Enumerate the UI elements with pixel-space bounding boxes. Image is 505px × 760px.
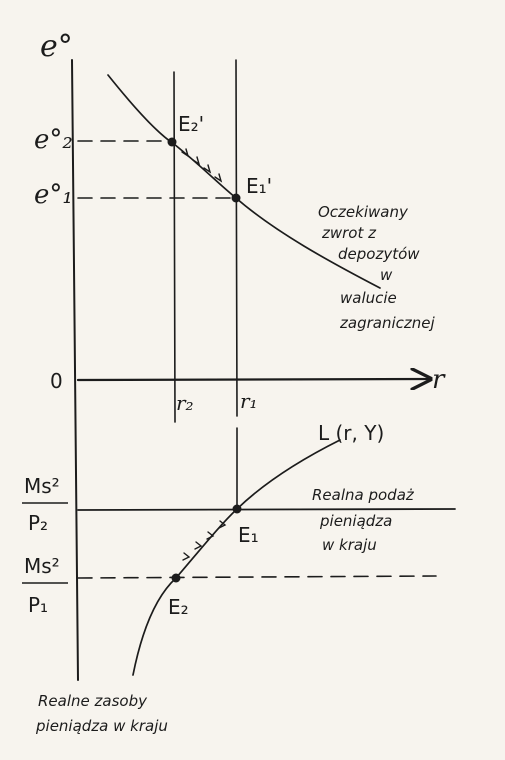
- svg-text:w kraju: w kraju: [322, 536, 377, 554]
- svg-text:Realne zasoby: Realne zasoby: [38, 692, 148, 710]
- r2-label: r₂: [176, 391, 194, 415]
- e1-label: e°₁: [34, 180, 73, 210]
- e2-label: e°₂: [34, 125, 73, 155]
- svg-text:pieniądza: pieniądza: [319, 512, 392, 530]
- svg-text:Oczekiwany: Oczekiwany: [318, 203, 409, 221]
- horizontal-axis: [76, 379, 428, 380]
- deposits-note: Oczekiwany zwrot z depozytów w walucie z…: [318, 203, 435, 332]
- ratio-top-numerator: Ms²: [24, 474, 60, 498]
- r1-line: [235, 59, 238, 417]
- svg-text:pieniądza w kraju: pieniądza w kraju: [35, 717, 168, 735]
- point-e1-bottom: [232, 504, 242, 514]
- x-axis-label: r: [432, 365, 446, 395]
- e1-bottom-label: E₁: [238, 523, 259, 547]
- ratio-bottom-denominator: P₁: [28, 593, 48, 617]
- demand-note: Realne zasoby pieniądza w kraju: [35, 692, 168, 735]
- upper-adjustment-arrows: [181, 148, 223, 183]
- supply-note: Realna podaż pieniądza w kraju: [312, 486, 415, 554]
- svg-text:zagranicznej: zagranicznej: [339, 314, 435, 332]
- svg-text:zwrot z: zwrot z: [321, 224, 377, 242]
- ratio-bottom-numerator: Ms²: [24, 554, 60, 578]
- svg-text:w: w: [380, 266, 393, 284]
- p1-dashed: [77, 575, 437, 579]
- point-e1-top: [231, 193, 241, 203]
- point-e2-bottom: [171, 573, 181, 583]
- r2-line: [173, 71, 176, 423]
- r1-label: r₁: [240, 389, 258, 413]
- e1-top-label: E₁': [246, 174, 272, 198]
- money-supply-line: [77, 508, 456, 511]
- point-e2-top: [167, 137, 177, 147]
- svg-text:walucie: walucie: [340, 289, 397, 307]
- e2-bottom-label: E₂: [168, 595, 189, 619]
- foreign-return-curve: [107, 74, 381, 289]
- origin-label: 0: [50, 369, 63, 393]
- svg-text:Realna podaż: Realna podaż: [312, 486, 415, 504]
- vertical-axis: [71, 59, 79, 681]
- svg-text:depozytów: depozytów: [338, 245, 420, 263]
- y-axis-label: e°: [40, 29, 73, 64]
- money-demand-label: L (r, Y): [318, 421, 384, 445]
- ratio-top-denominator: P₂: [28, 511, 48, 535]
- e2-top-label: E₂': [178, 112, 204, 136]
- lower-adjustment-arrows: [182, 520, 227, 561]
